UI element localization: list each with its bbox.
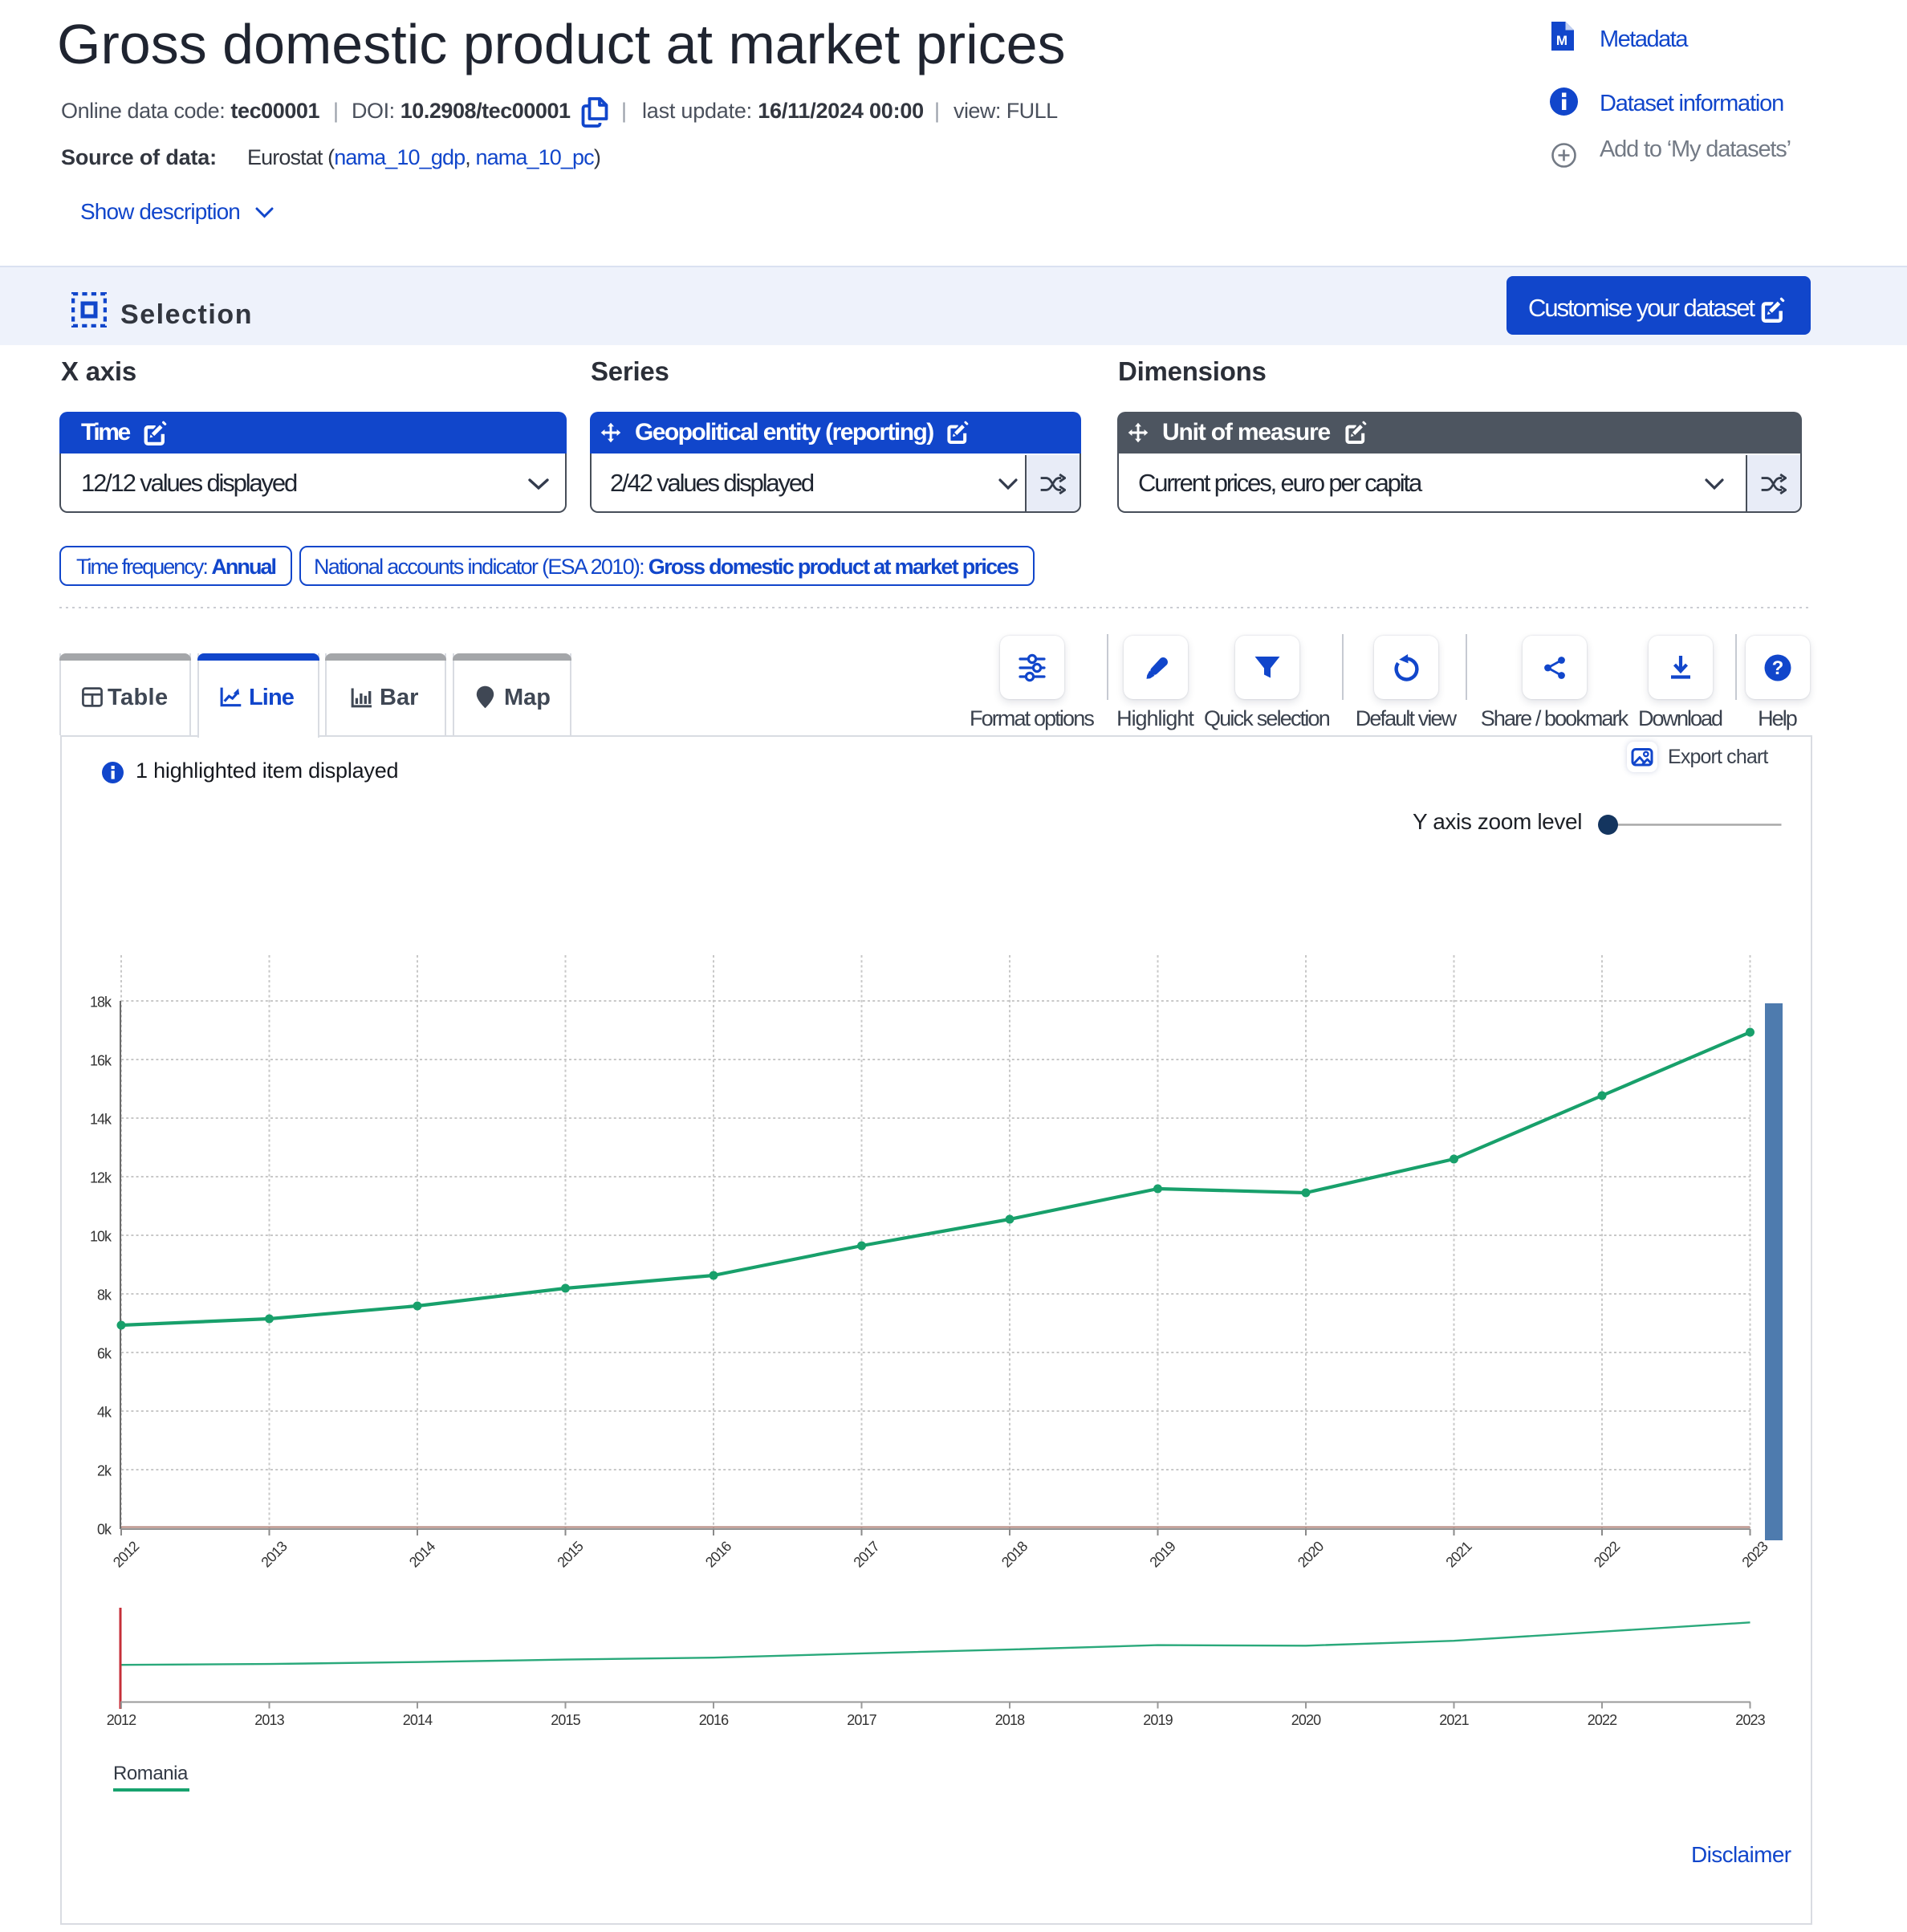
svg-text:2022: 2022 xyxy=(1588,1712,1617,1728)
svg-text:?: ? xyxy=(1772,657,1784,679)
svg-text:2014: 2014 xyxy=(403,1712,433,1728)
svg-text:10k: 10k xyxy=(90,1229,112,1245)
svg-text:2019: 2019 xyxy=(1143,1712,1173,1728)
svg-text:6k: 6k xyxy=(97,1346,112,1362)
svg-text:2013: 2013 xyxy=(258,1538,291,1571)
svg-text:2015: 2015 xyxy=(551,1712,580,1728)
svg-text:2021: 2021 xyxy=(1439,1712,1469,1728)
svg-text:2016: 2016 xyxy=(699,1712,729,1728)
svg-text:8k: 8k xyxy=(97,1287,112,1304)
svg-text:2016: 2016 xyxy=(702,1538,735,1571)
svg-text:2012: 2012 xyxy=(107,1712,136,1728)
svg-text:2018: 2018 xyxy=(998,1538,1031,1571)
svg-text:2020: 2020 xyxy=(1295,1538,1328,1571)
svg-text:2017: 2017 xyxy=(847,1712,876,1728)
svg-text:2022: 2022 xyxy=(1591,1538,1624,1571)
svg-text:14k: 14k xyxy=(90,1112,112,1128)
svg-text:2019: 2019 xyxy=(1146,1538,1179,1571)
svg-text:2014: 2014 xyxy=(406,1538,439,1571)
svg-text:16k: 16k xyxy=(90,1053,112,1069)
svg-text:2012: 2012 xyxy=(110,1538,143,1571)
svg-text:2023: 2023 xyxy=(1735,1712,1765,1728)
svg-text:2023: 2023 xyxy=(1738,1538,1771,1571)
svg-text:2017: 2017 xyxy=(850,1538,883,1571)
svg-text:M: M xyxy=(1556,33,1567,48)
svg-text:2018: 2018 xyxy=(995,1712,1025,1728)
svg-text:2015: 2015 xyxy=(554,1538,587,1571)
svg-text:2k: 2k xyxy=(97,1463,112,1479)
svg-text:2020: 2020 xyxy=(1291,1712,1321,1728)
svg-text:4k: 4k xyxy=(97,1405,112,1421)
svg-text:2021: 2021 xyxy=(1442,1538,1475,1571)
svg-text:2013: 2013 xyxy=(254,1712,284,1728)
svg-text:12k: 12k xyxy=(90,1170,112,1186)
svg-text:18k: 18k xyxy=(90,994,112,1011)
svg-text:0k: 0k xyxy=(97,1522,112,1538)
